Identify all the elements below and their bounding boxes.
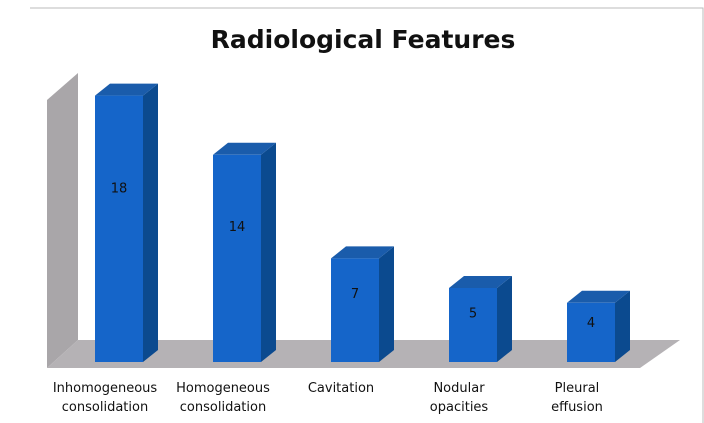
chart-title: Radiological Features [211, 25, 516, 54]
data-label: 5 [469, 306, 477, 321]
x-tick-label: Cavitation [307, 381, 375, 396]
data-label: 14 [229, 220, 246, 235]
data-label: 4 [587, 316, 595, 331]
bar-side [143, 83, 158, 362]
bar [449, 288, 497, 362]
data-label: 7 [351, 287, 359, 302]
bar [213, 154, 261, 362]
data-label: 18 [111, 181, 128, 196]
bar [567, 302, 615, 362]
bar-top [331, 246, 394, 259]
x-tick-label: Pleural effusion [551, 381, 603, 415]
frame [30, 7, 704, 423]
bar-side [379, 246, 394, 362]
bar [331, 258, 379, 362]
bar-side [615, 290, 630, 362]
x-tick-label: Nodular opacities [429, 381, 489, 415]
x-tick-label: Homogeneous consolidation [176, 381, 270, 415]
x-tick-label: Inhomogeneous consolidation [52, 381, 158, 415]
bar-side [497, 276, 512, 362]
bar-side [261, 142, 276, 362]
bar-top [213, 142, 276, 155]
bar-top [95, 83, 158, 96]
bar-top [567, 290, 630, 303]
bar-top [449, 276, 512, 288]
bar [95, 95, 143, 362]
back-wall [47, 73, 78, 368]
